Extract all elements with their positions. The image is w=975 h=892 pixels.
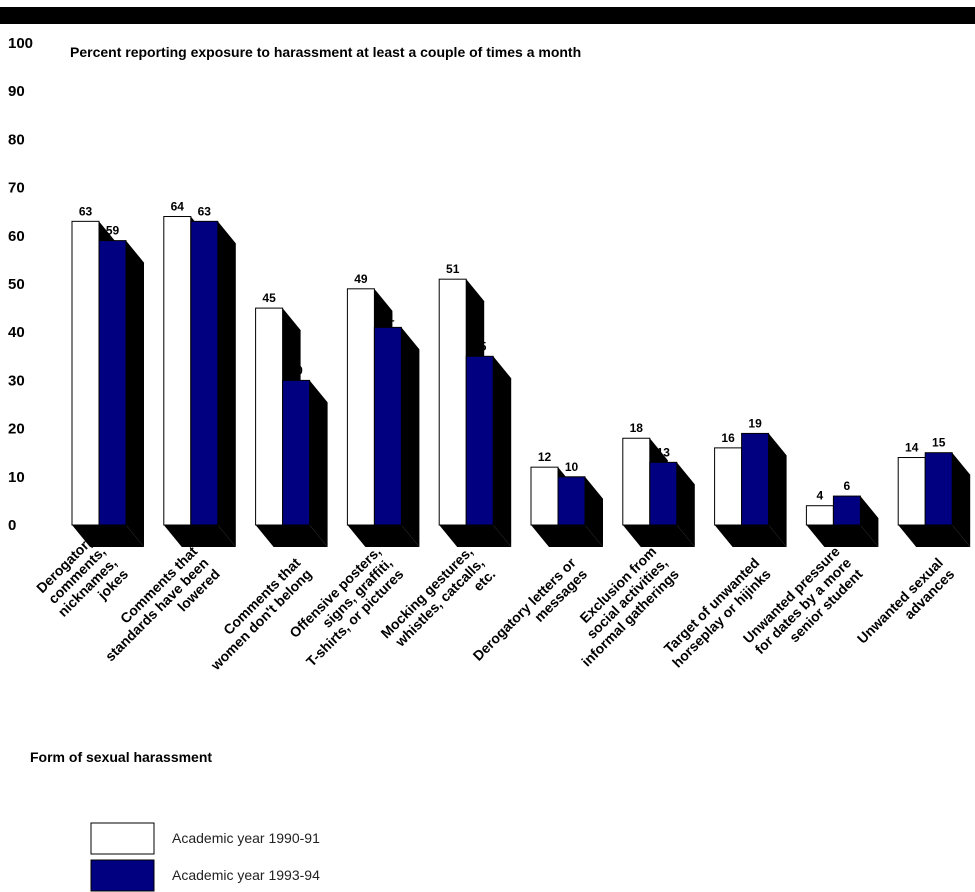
data-label: 63 <box>198 204 212 218</box>
data-label: 35 <box>473 339 487 353</box>
bar-1990-91 <box>71 220 100 526</box>
bar-group: 46 <box>805 479 879 547</box>
data-label: 14 <box>905 441 919 455</box>
category-label-line: Mocking gestures, <box>377 543 475 641</box>
floor-shadow <box>255 525 328 547</box>
legend-swatch <box>90 859 155 892</box>
y-tick-label: 50 <box>8 276 25 293</box>
bar-1993-94 <box>557 476 586 526</box>
bar-shadow <box>676 462 695 547</box>
bar-1990-91 <box>346 288 375 526</box>
bar-group: 14 15 <box>897 436 971 547</box>
bar-shadow <box>309 380 328 547</box>
y-tick-label: 40 <box>8 324 25 341</box>
bar-shadow <box>401 327 420 547</box>
chart-title: Percent reporting exposure to harassment… <box>70 44 581 60</box>
floor-shadow <box>72 525 144 547</box>
bar-shadow <box>860 496 879 547</box>
bar-1993-94 <box>373 326 402 526</box>
data-label: 15 <box>932 436 946 450</box>
bar-1993-94 <box>924 452 953 526</box>
bar-1993-94 <box>741 432 770 526</box>
legend-label: Academic year 1990-91 <box>172 830 320 846</box>
legend-swatch <box>90 822 155 855</box>
y-tick-label: 70 <box>8 180 25 197</box>
bar-1993-94 <box>832 495 861 526</box>
data-label: 6 <box>844 479 851 493</box>
bar-shadow <box>126 240 144 547</box>
category-label-line: for dates by a more <box>752 554 855 657</box>
category-labels: Derogatorycomments,nicknames,jokesCommen… <box>33 532 958 674</box>
floor-shadow <box>439 525 512 547</box>
bar-1990-91 <box>714 447 743 526</box>
bar-1990-91 <box>530 466 559 526</box>
bar-1990-91 <box>438 278 467 526</box>
bar-1990-91 <box>805 505 834 526</box>
bar-group: 64 63 <box>163 200 236 547</box>
legend: Academic year 1990-91 Academic year 1993-… <box>90 822 320 892</box>
y-tick-label: 100 <box>8 35 33 52</box>
data-label: 4 <box>817 489 824 503</box>
bar-group: 49 41 <box>346 272 420 547</box>
bar-group: 45 30 <box>255 291 328 547</box>
y-tick-label: 30 <box>8 372 25 389</box>
data-label: 45 <box>262 291 276 305</box>
floor-shadow <box>714 525 787 547</box>
y-tick-label: 10 <box>8 469 25 486</box>
floor-shadow <box>163 525 236 547</box>
data-label: 13 <box>657 445 671 459</box>
bar-shadow <box>768 433 787 547</box>
data-label: 51 <box>446 262 460 276</box>
bar-1990-91 <box>255 307 284 526</box>
bar-1990-91 <box>163 216 192 526</box>
floor-shadow <box>806 525 879 547</box>
data-label: 16 <box>721 431 735 445</box>
bar-1993-94 <box>465 355 494 526</box>
category-label: Unwanted pressurefor dates by a moreseni… <box>740 543 866 669</box>
floor-shadow <box>347 525 420 547</box>
bar-group: 12 10 <box>530 450 603 547</box>
data-label: 18 <box>630 421 644 435</box>
y-tick-label: 0 <box>8 517 16 534</box>
data-label: 59 <box>106 224 120 238</box>
floor-shadow <box>898 525 971 547</box>
category-label: Unwanted sexualadvances <box>854 554 958 658</box>
top-banner-bar <box>0 7 975 24</box>
bar-1990-91 <box>897 457 926 526</box>
legend-label: Academic year 1993-94 <box>172 867 320 883</box>
bar-group: 63 59 <box>71 204 144 547</box>
y-tick-label: 60 <box>8 228 25 245</box>
bar-shadow <box>493 356 512 547</box>
floor-shadow <box>622 525 695 547</box>
data-label: 19 <box>748 416 762 430</box>
data-label: 12 <box>538 450 552 464</box>
data-label: 49 <box>354 272 368 286</box>
bar-shadow <box>952 452 971 547</box>
bar-shadow <box>217 221 236 547</box>
data-label: 30 <box>289 363 303 377</box>
bar-1993-94 <box>282 379 311 526</box>
bar-1993-94 <box>98 240 127 526</box>
data-label: 63 <box>79 204 93 218</box>
bar-1993-94 <box>649 461 678 526</box>
floor-shadow <box>531 525 603 547</box>
data-label: 10 <box>565 460 579 474</box>
bar-group: 51 35 <box>438 262 512 547</box>
x-axis-label: Form of sexual harassment <box>30 749 212 765</box>
y-tick-label: 90 <box>8 83 25 100</box>
bar-1993-94 <box>190 220 219 526</box>
bar-shadow <box>585 476 603 547</box>
y-tick-label: 80 <box>8 131 25 148</box>
bar-1990-91 <box>622 437 651 526</box>
data-label: 64 <box>171 200 185 214</box>
y-axis-ticks: 0 10 20 30 40 50 60 70 80 90 100 <box>8 35 33 534</box>
y-tick-label: 20 <box>8 421 25 438</box>
data-label: 41 <box>381 310 395 324</box>
